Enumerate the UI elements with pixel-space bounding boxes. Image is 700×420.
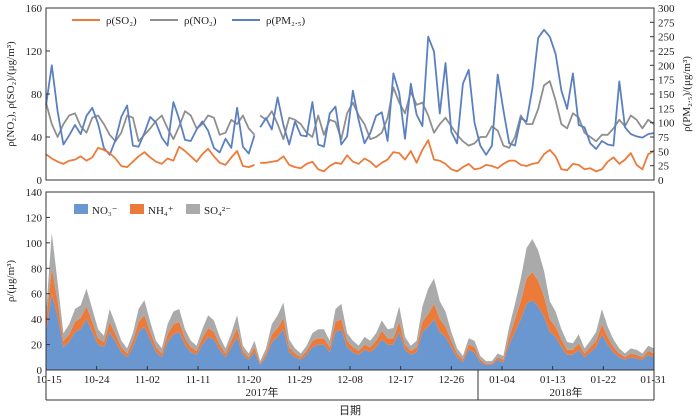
x-tick-label: 01-31 — [640, 374, 666, 386]
legend-swatch-nh4 — [130, 204, 144, 214]
top-left-axis-label: ρ(NO₂), ρ(SO₂)/(μg/m³) — [5, 41, 17, 147]
legend-label-so2: ρ(SO₂) — [106, 15, 137, 27]
bottom-y-tick-label: 20 — [31, 340, 43, 352]
top-right-tick-label: 100 — [658, 118, 675, 130]
x-tick-label: 11-11 — [186, 374, 211, 386]
x-tick-label: 12-26 — [438, 374, 464, 386]
bottom-legend: NO₃⁻ NH₄⁺ SO₄²⁻ — [74, 204, 231, 217]
top-right-tick-label: 25 — [658, 161, 670, 173]
legend-swatch-so4 — [186, 204, 200, 214]
series-line-so-seg1 — [45, 145, 255, 168]
bottom-plot-area — [46, 232, 654, 370]
x-tick-label: 11-20 — [236, 374, 262, 386]
bottom-y-tick-label: 120 — [26, 212, 43, 224]
legend-label-so4: SO₄²⁻ — [204, 205, 231, 217]
top-left-tick-label: 120 — [26, 46, 43, 58]
bottom-y-axis: 0 20 40 60 80 100 120 140 — [26, 187, 50, 377]
x-tick-label: 01-22 — [590, 374, 616, 386]
bottom-y-axis-label: ρ/(μg/m³) — [5, 260, 17, 303]
x-tick-label: 01-04 — [489, 374, 515, 386]
top-right-tick-label: 50 — [658, 146, 670, 158]
top-right-tick-label: 275 — [658, 17, 675, 29]
bottom-y-tick-label: 40 — [31, 314, 43, 326]
legend-label-nh4: NH₄⁺ — [148, 205, 174, 217]
bottom-y-tick-label: 140 — [26, 187, 43, 199]
top-left-tick-label: 160 — [26, 3, 43, 15]
top-left-tick-label: 40 — [31, 132, 43, 144]
top-right-tick-label: 125 — [658, 103, 675, 115]
top-right-tick-label: 0 — [658, 175, 664, 187]
top-right-tick-label: 225 — [658, 46, 675, 58]
legend-label-no3: NO₃⁻ — [92, 205, 118, 217]
top-right-tick-label: 200 — [658, 60, 675, 72]
top-right-tick-label: 250 — [658, 32, 675, 44]
series-line-pm-seg2 — [259, 28, 655, 156]
series-line-so-seg2 — [260, 139, 655, 173]
series-line-pm-seg1 — [45, 64, 256, 156]
top-right-tick-label: 150 — [658, 89, 675, 101]
area-band-so — [46, 232, 654, 364]
x-tick-label: 11-29 — [287, 374, 313, 386]
bottom-y-tick-label: 0 — [37, 365, 43, 377]
legend-label-pm25: ρ(PM₂.₅) — [266, 15, 305, 27]
top-right-axis-label: ρ(PM₂.₅)/(μg/m³) — [681, 56, 693, 132]
year-label-2017: 2017年 — [246, 385, 279, 399]
top-right-tick-label: 175 — [658, 75, 675, 87]
bottom-x-axis: 10-15 10-24 11-02 11-11 11-20 11-29 12-08 12-17… — [36, 366, 666, 386]
top-panel: 0 40 80 120 160 0 25 50 75 100 125 150 175 200 225 250… — [5, 3, 693, 187]
legend-swatch-no3 — [74, 204, 88, 214]
bottom-y-tick-label: 100 — [26, 238, 43, 250]
top-right-tick-label: 75 — [658, 132, 670, 144]
year-label-2018: 2018年 — [550, 385, 583, 399]
legend-label-no2: ρ(NO₂) — [184, 15, 217, 27]
top-legend: ρ(SO₂) ρ(NO₂) ρ(PM₂.₅) — [72, 15, 305, 27]
bottom-y-tick-label: 80 — [31, 263, 43, 275]
area-band-nh — [46, 268, 654, 365]
x-axis-title: 日期 — [339, 404, 361, 417]
top-left-axis: 0 40 80 120 160 — [26, 3, 50, 187]
top-plot-area — [45, 28, 655, 173]
series-line-no-seg1 — [45, 102, 256, 143]
x-tick-label: 10-24 — [84, 374, 110, 386]
x-tick-label: 11-02 — [135, 374, 160, 386]
x-tick-label: 12-08 — [337, 374, 363, 386]
bottom-y-tick-label: 60 — [31, 289, 43, 301]
x-tick-label: 12-17 — [388, 374, 414, 386]
x-tick-label: 10-15 — [36, 374, 62, 386]
top-left-tick-label: 0 — [37, 175, 43, 187]
top-right-axis: 0 25 50 75 100 125 150 175 200 225 250 275 300 — [650, 3, 675, 187]
top-right-tick-label: 300 — [658, 3, 675, 15]
x-tick-label: 01-13 — [540, 374, 566, 386]
area-band-no — [46, 293, 654, 370]
top-left-tick-label: 80 — [31, 89, 43, 101]
